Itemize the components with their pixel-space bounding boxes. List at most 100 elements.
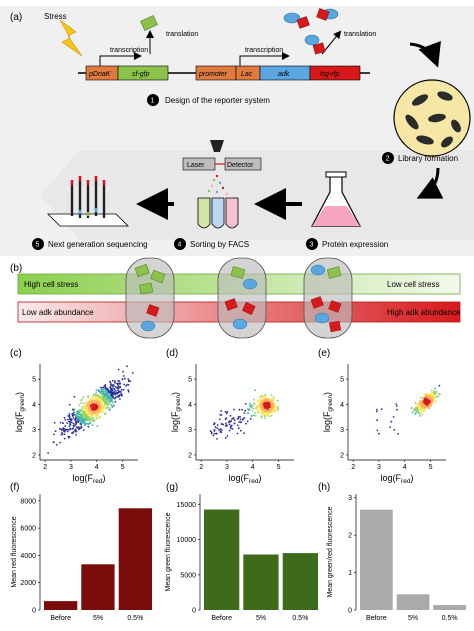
scatter-point — [47, 452, 49, 454]
scatter-point — [103, 390, 105, 393]
scatter-point — [271, 406, 273, 408]
gene-lac-label: Lac — [241, 71, 253, 78]
curved-arrow-1 — [409, 40, 441, 68]
scatter-point — [213, 423, 215, 426]
scatter-point — [105, 388, 108, 391]
scatter-point — [229, 427, 232, 429]
scatter-point — [54, 430, 57, 433]
scatter-point — [249, 417, 252, 420]
scatter-point — [103, 385, 106, 388]
scatter-point — [248, 408, 251, 411]
scatter-point — [80, 399, 82, 402]
scatter-point — [434, 392, 436, 395]
scatter-point — [430, 404, 433, 407]
scatter-point — [109, 382, 112, 384]
sorting-tubes — [197, 197, 239, 229]
scatter-point — [380, 408, 383, 410]
scatter-point — [119, 391, 121, 394]
y-tick-label: 3 — [188, 427, 192, 434]
scatter-point — [76, 412, 79, 414]
scatter-point — [78, 404, 81, 406]
scatter-point — [430, 394, 433, 397]
scatter-point — [267, 405, 269, 408]
scatter-point — [69, 422, 71, 424]
scatter-point — [233, 408, 236, 411]
scatter-point — [79, 414, 82, 417]
scatter-point — [72, 417, 75, 419]
scatter-point — [74, 416, 77, 419]
scatter-point — [126, 365, 128, 368]
scatter-point — [425, 394, 428, 396]
scatter-point — [253, 402, 256, 405]
scatter-point — [261, 405, 263, 407]
scatter-point — [243, 416, 246, 419]
scatter-point — [92, 393, 95, 396]
scatter-point — [390, 420, 393, 423]
bar-1 — [396, 594, 430, 610]
scatter-point — [65, 428, 68, 431]
scatter-point — [435, 390, 437, 393]
scatter-point — [95, 398, 98, 401]
scatter-point — [80, 410, 83, 413]
y-tick-label: 3 — [340, 427, 344, 434]
scatter-point — [419, 405, 421, 408]
panel-label-c: (c) — [10, 348, 22, 359]
scatter-point — [263, 403, 266, 405]
scatter-point — [112, 391, 114, 394]
scatter-point — [210, 431, 213, 434]
scatter-point — [62, 427, 65, 429]
y-axis-label: Mean red fluorescence — [11, 516, 18, 587]
scatter-point — [100, 405, 103, 408]
scatter-point — [417, 403, 420, 406]
bar-0 — [360, 509, 393, 610]
scatter-point — [109, 408, 111, 411]
scatter-point — [82, 416, 84, 419]
scatter-point — [53, 433, 55, 436]
scatter-point — [116, 391, 119, 394]
scatter-point — [86, 412, 89, 415]
scatter-point — [256, 408, 259, 411]
scatter-point — [262, 411, 265, 414]
scatter-point — [228, 423, 231, 426]
scatter-point — [213, 430, 216, 432]
scatter-point — [82, 396, 85, 398]
scatter-point — [109, 380, 111, 383]
scatter-point — [76, 415, 79, 418]
scatter-point — [276, 399, 279, 402]
scatter-point — [434, 387, 436, 390]
scatter-point — [127, 379, 130, 382]
scatter-point — [127, 389, 130, 392]
scatter-point — [100, 388, 102, 390]
scatter-point — [102, 411, 105, 413]
scatter-point — [275, 406, 278, 408]
scatter-point — [112, 383, 114, 386]
scatter-point — [91, 403, 94, 406]
scatter-point — [117, 389, 119, 392]
scatter-point — [260, 401, 262, 404]
scatter-point — [68, 415, 71, 418]
scatter-point — [103, 396, 105, 399]
scatter-point — [246, 412, 249, 415]
scatter-point — [129, 380, 132, 383]
scatter-point — [61, 433, 64, 435]
scatter-point — [433, 390, 435, 393]
scatter-point — [418, 414, 421, 417]
scatter-point — [121, 378, 124, 380]
scatter-point — [212, 434, 215, 437]
y-tick-label: 2000 — [20, 580, 36, 587]
scatter-point — [410, 407, 413, 409]
scatter-point — [220, 429, 223, 431]
category-label: Before — [50, 615, 71, 622]
scatter-point — [87, 407, 90, 410]
category-label: 5% — [408, 615, 418, 622]
y-tick-label: 0 — [192, 608, 196, 615]
scatter-point — [104, 394, 106, 397]
scatter-point — [220, 414, 223, 416]
scatter-point — [273, 404, 276, 406]
scatter-point — [255, 405, 258, 407]
scatter-point — [252, 407, 254, 410]
scatter-point — [73, 411, 75, 414]
scatter-point — [251, 410, 254, 412]
scatter-point — [254, 415, 257, 417]
scatter-point — [427, 402, 430, 405]
